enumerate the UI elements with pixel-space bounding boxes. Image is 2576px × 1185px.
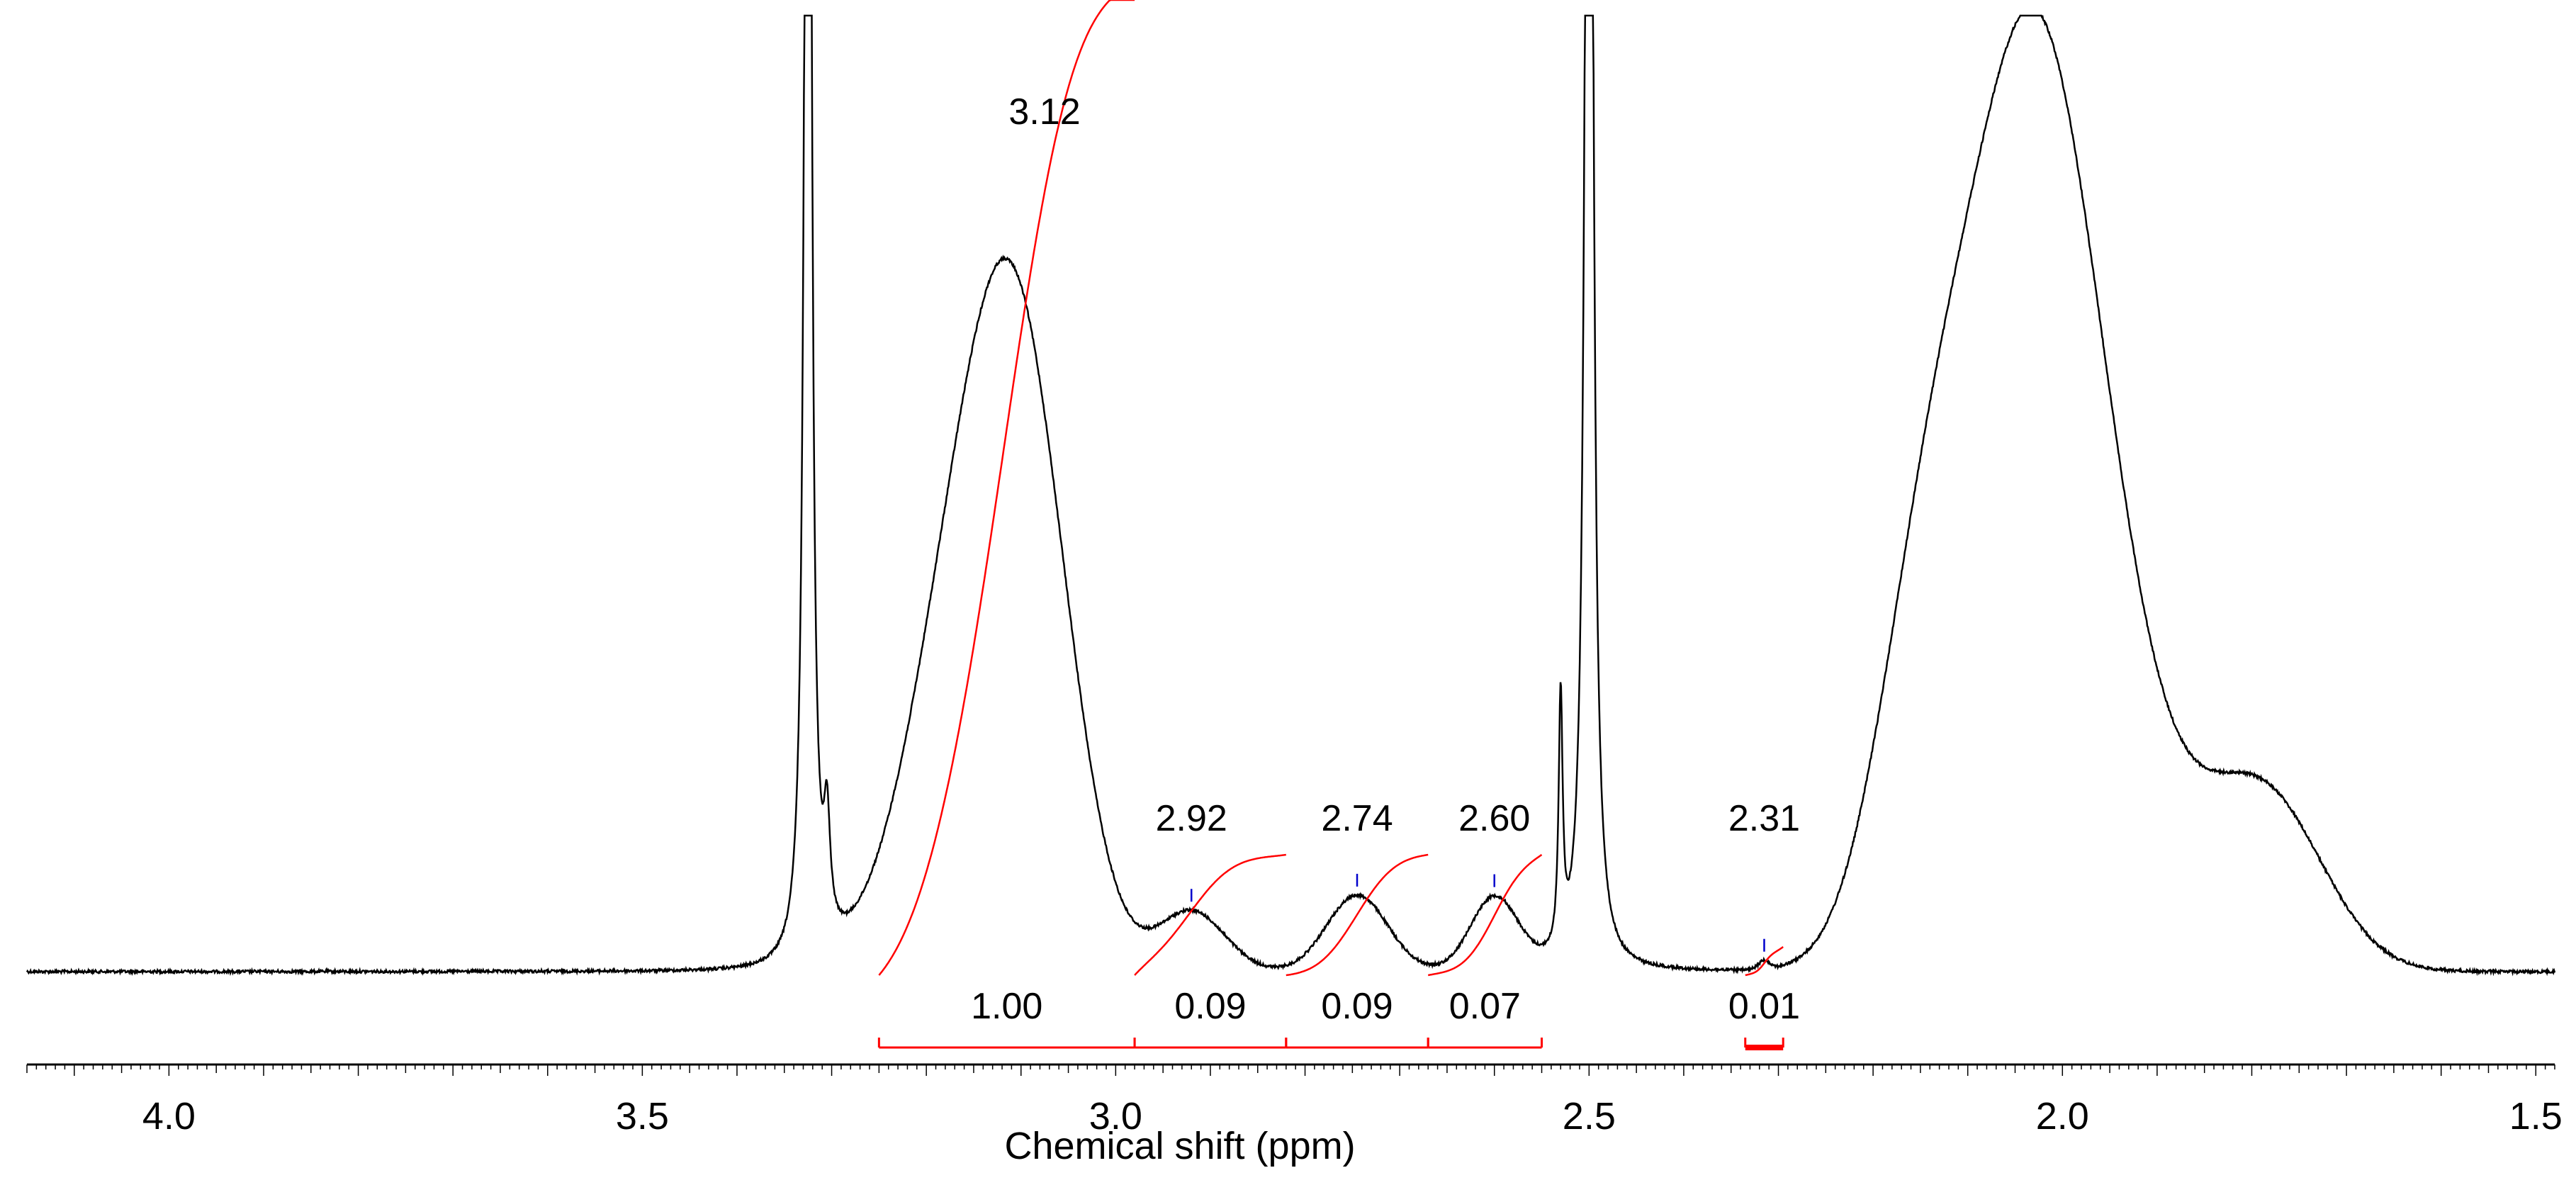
integral-curve (1745, 945, 1784, 977)
peak-label: 2.31 (1728, 798, 1800, 839)
integral-curve (1427, 853, 1543, 977)
x-tick-label: 3.5 (616, 1095, 669, 1138)
peak-label: 2.74 (1321, 798, 1393, 839)
integral-curve (1134, 853, 1286, 976)
x-tick-label: 4.0 (142, 1095, 196, 1138)
integral-curve (1286, 853, 1429, 977)
integral-layer: 1.00 0.09 0.09 0.07 0.01 (877, 0, 1800, 1050)
peak-label: 2.60 (1458, 798, 1530, 839)
integral-value-label: 0.09 (1321, 986, 1393, 1027)
x-tick-label: 1.5 (2509, 1095, 2563, 1138)
x-tick-label: 2.0 (2036, 1095, 2089, 1138)
integral-value-label: 0.09 (1174, 986, 1246, 1027)
peak-label-layer: 3.12 2.92 2.74 2.60 2.31 (1008, 91, 1800, 952)
peak-label: 2.92 (1156, 798, 1227, 839)
x-axis-title: Chemical shift (ppm) (1004, 1125, 1355, 1167)
integral-value-label: 0.01 (1728, 986, 1800, 1027)
spectrum-layer (26, 14, 2556, 977)
peak-label: 3.12 (1008, 91, 1080, 133)
integral-value-label: 1.00 (971, 986, 1042, 1027)
integral-curve (878, 0, 1135, 976)
x-axis: 4.0 3.5 3.0 2.5 2.0 1.5 (26, 1063, 2563, 1138)
x-tick-label: 3.0 (1089, 1095, 1142, 1138)
spectrum-trace (26, 14, 2556, 977)
integral-value-label: 0.07 (1449, 986, 1521, 1027)
x-tick-label: 2.5 (1563, 1095, 1616, 1138)
